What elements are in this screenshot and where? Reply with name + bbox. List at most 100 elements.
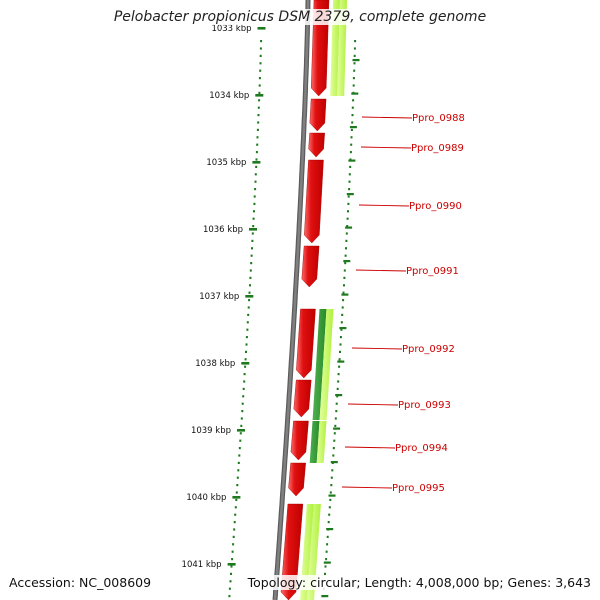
minor-tick-inner	[246, 328, 249, 331]
mid-tick-outer	[335, 394, 343, 397]
minor-tick-outer	[341, 306, 344, 309]
gene-leader-line	[360, 146, 412, 149]
minor-tick-outer	[350, 128, 353, 131]
minor-tick-inner	[247, 306, 250, 309]
minor-tick-outer	[335, 402, 338, 405]
minor-tick-outer	[339, 350, 341, 353]
minor-tick-outer	[328, 513, 331, 516]
minor-tick-outer	[334, 424, 337, 427]
minor-tick-inner	[250, 254, 253, 257]
map-title: Pelobacter propionicus DSM 2379, complet…	[0, 9, 600, 25]
minor-tick-inner	[242, 395, 245, 398]
minor-tick-inner	[246, 321, 249, 324]
minor-tick-outer	[329, 491, 332, 494]
minor-tick-outer	[351, 106, 354, 109]
minor-tick-inner	[243, 373, 246, 376]
accession-label: Accession: NC_008609	[9, 575, 152, 590]
minor-tick-outer	[354, 40, 357, 43]
minor-tick-outer	[324, 565, 327, 568]
forward-gene-arrow	[309, 98, 327, 132]
minor-tick-inner	[248, 299, 251, 302]
minor-tick-outer	[339, 343, 342, 346]
minor-tick-inner	[259, 47, 262, 50]
minor-tick-outer	[347, 195, 350, 198]
minor-tick-outer	[339, 336, 342, 339]
reverse-gene-strip	[316, 421, 327, 463]
minor-tick-inner	[244, 365, 247, 368]
major-tick	[257, 27, 266, 30]
minor-tick-inner	[260, 40, 263, 43]
minor-tick-inner	[228, 587, 231, 590]
scale-label: 1038 kbp	[195, 359, 235, 369]
scale-label: 1037 kbp	[199, 292, 239, 302]
gene-label: Ppro_0988	[412, 113, 465, 124]
minor-tick-outer	[345, 247, 347, 250]
minor-tick-outer	[349, 165, 352, 168]
minor-tick-inner	[255, 165, 258, 168]
scale-label: 1036 kbp	[203, 225, 243, 235]
mid-tick-outer	[346, 193, 354, 196]
minor-tick-inner	[245, 350, 247, 353]
minor-tick-inner	[253, 195, 256, 198]
minor-tick-outer	[348, 173, 351, 176]
minor-tick-inner	[233, 521, 236, 524]
minor-tick-outer	[328, 506, 331, 509]
forward-gene-arrow	[290, 420, 309, 461]
minor-tick-outer	[343, 284, 345, 287]
minor-tick-outer	[342, 291, 345, 294]
minor-tick-outer	[352, 99, 355, 102]
scale-label: 1035 kbp	[206, 158, 246, 168]
minor-tick-outer	[344, 262, 347, 265]
minor-tick-outer	[343, 269, 346, 272]
minor-tick-outer	[326, 535, 329, 538]
minor-tick-inner	[232, 535, 235, 538]
forward-gene-arrow	[301, 245, 320, 288]
mid-tick-outer	[323, 561, 331, 564]
gene-label: Ppro_0992	[402, 344, 455, 355]
minor-tick-outer	[346, 225, 349, 228]
mid-tick-outer	[330, 461, 338, 464]
minor-tick-outer	[353, 47, 356, 50]
minor-tick-inner	[258, 84, 261, 87]
minor-tick-inner	[253, 202, 256, 205]
minor-tick-outer	[338, 365, 341, 368]
minor-tick-outer	[329, 498, 332, 501]
gene-leader-line	[351, 347, 403, 350]
scale-label: 1039 kbp	[191, 426, 231, 436]
forward-gene-arrow	[296, 308, 316, 379]
gene-leader-line	[341, 486, 393, 489]
minor-tick-inner	[236, 476, 239, 479]
minor-tick-outer	[353, 69, 356, 72]
mid-tick-outer	[349, 126, 357, 129]
mid-tick-outer	[348, 159, 356, 162]
backbone-highlight	[273, 0, 310, 600]
minor-tick-outer	[350, 136, 353, 139]
minor-tick-inner	[259, 62, 262, 65]
minor-tick-inner	[236, 484, 239, 487]
minor-tick-outer	[351, 121, 354, 124]
minor-tick-inner	[234, 513, 237, 516]
minor-tick-outer	[338, 358, 341, 361]
minor-tick-outer	[333, 439, 336, 442]
minor-tick-inner	[257, 106, 260, 109]
minor-tick-outer	[336, 387, 339, 390]
minor-tick-inner	[245, 343, 248, 346]
forward-gene-arrow	[308, 132, 325, 158]
minor-tick-inner	[259, 54, 262, 57]
minor-tick-inner	[249, 284, 251, 287]
minor-tick-outer	[341, 313, 344, 316]
minor-tick-outer	[337, 373, 340, 376]
minor-tick-inner	[231, 558, 234, 561]
minor-tick-inner	[249, 269, 252, 272]
minor-tick-inner	[245, 336, 248, 339]
reverse-gene-strip	[312, 309, 327, 420]
mid-tick-outer	[321, 595, 329, 598]
minor-tick-outer	[334, 417, 337, 420]
gene-leader-line	[347, 403, 399, 406]
mid-tick-outer	[345, 226, 353, 229]
minor-tick-inner	[244, 358, 247, 361]
mid-tick-outer	[343, 260, 351, 263]
major-tick	[245, 295, 254, 298]
minor-tick-outer	[332, 454, 335, 457]
